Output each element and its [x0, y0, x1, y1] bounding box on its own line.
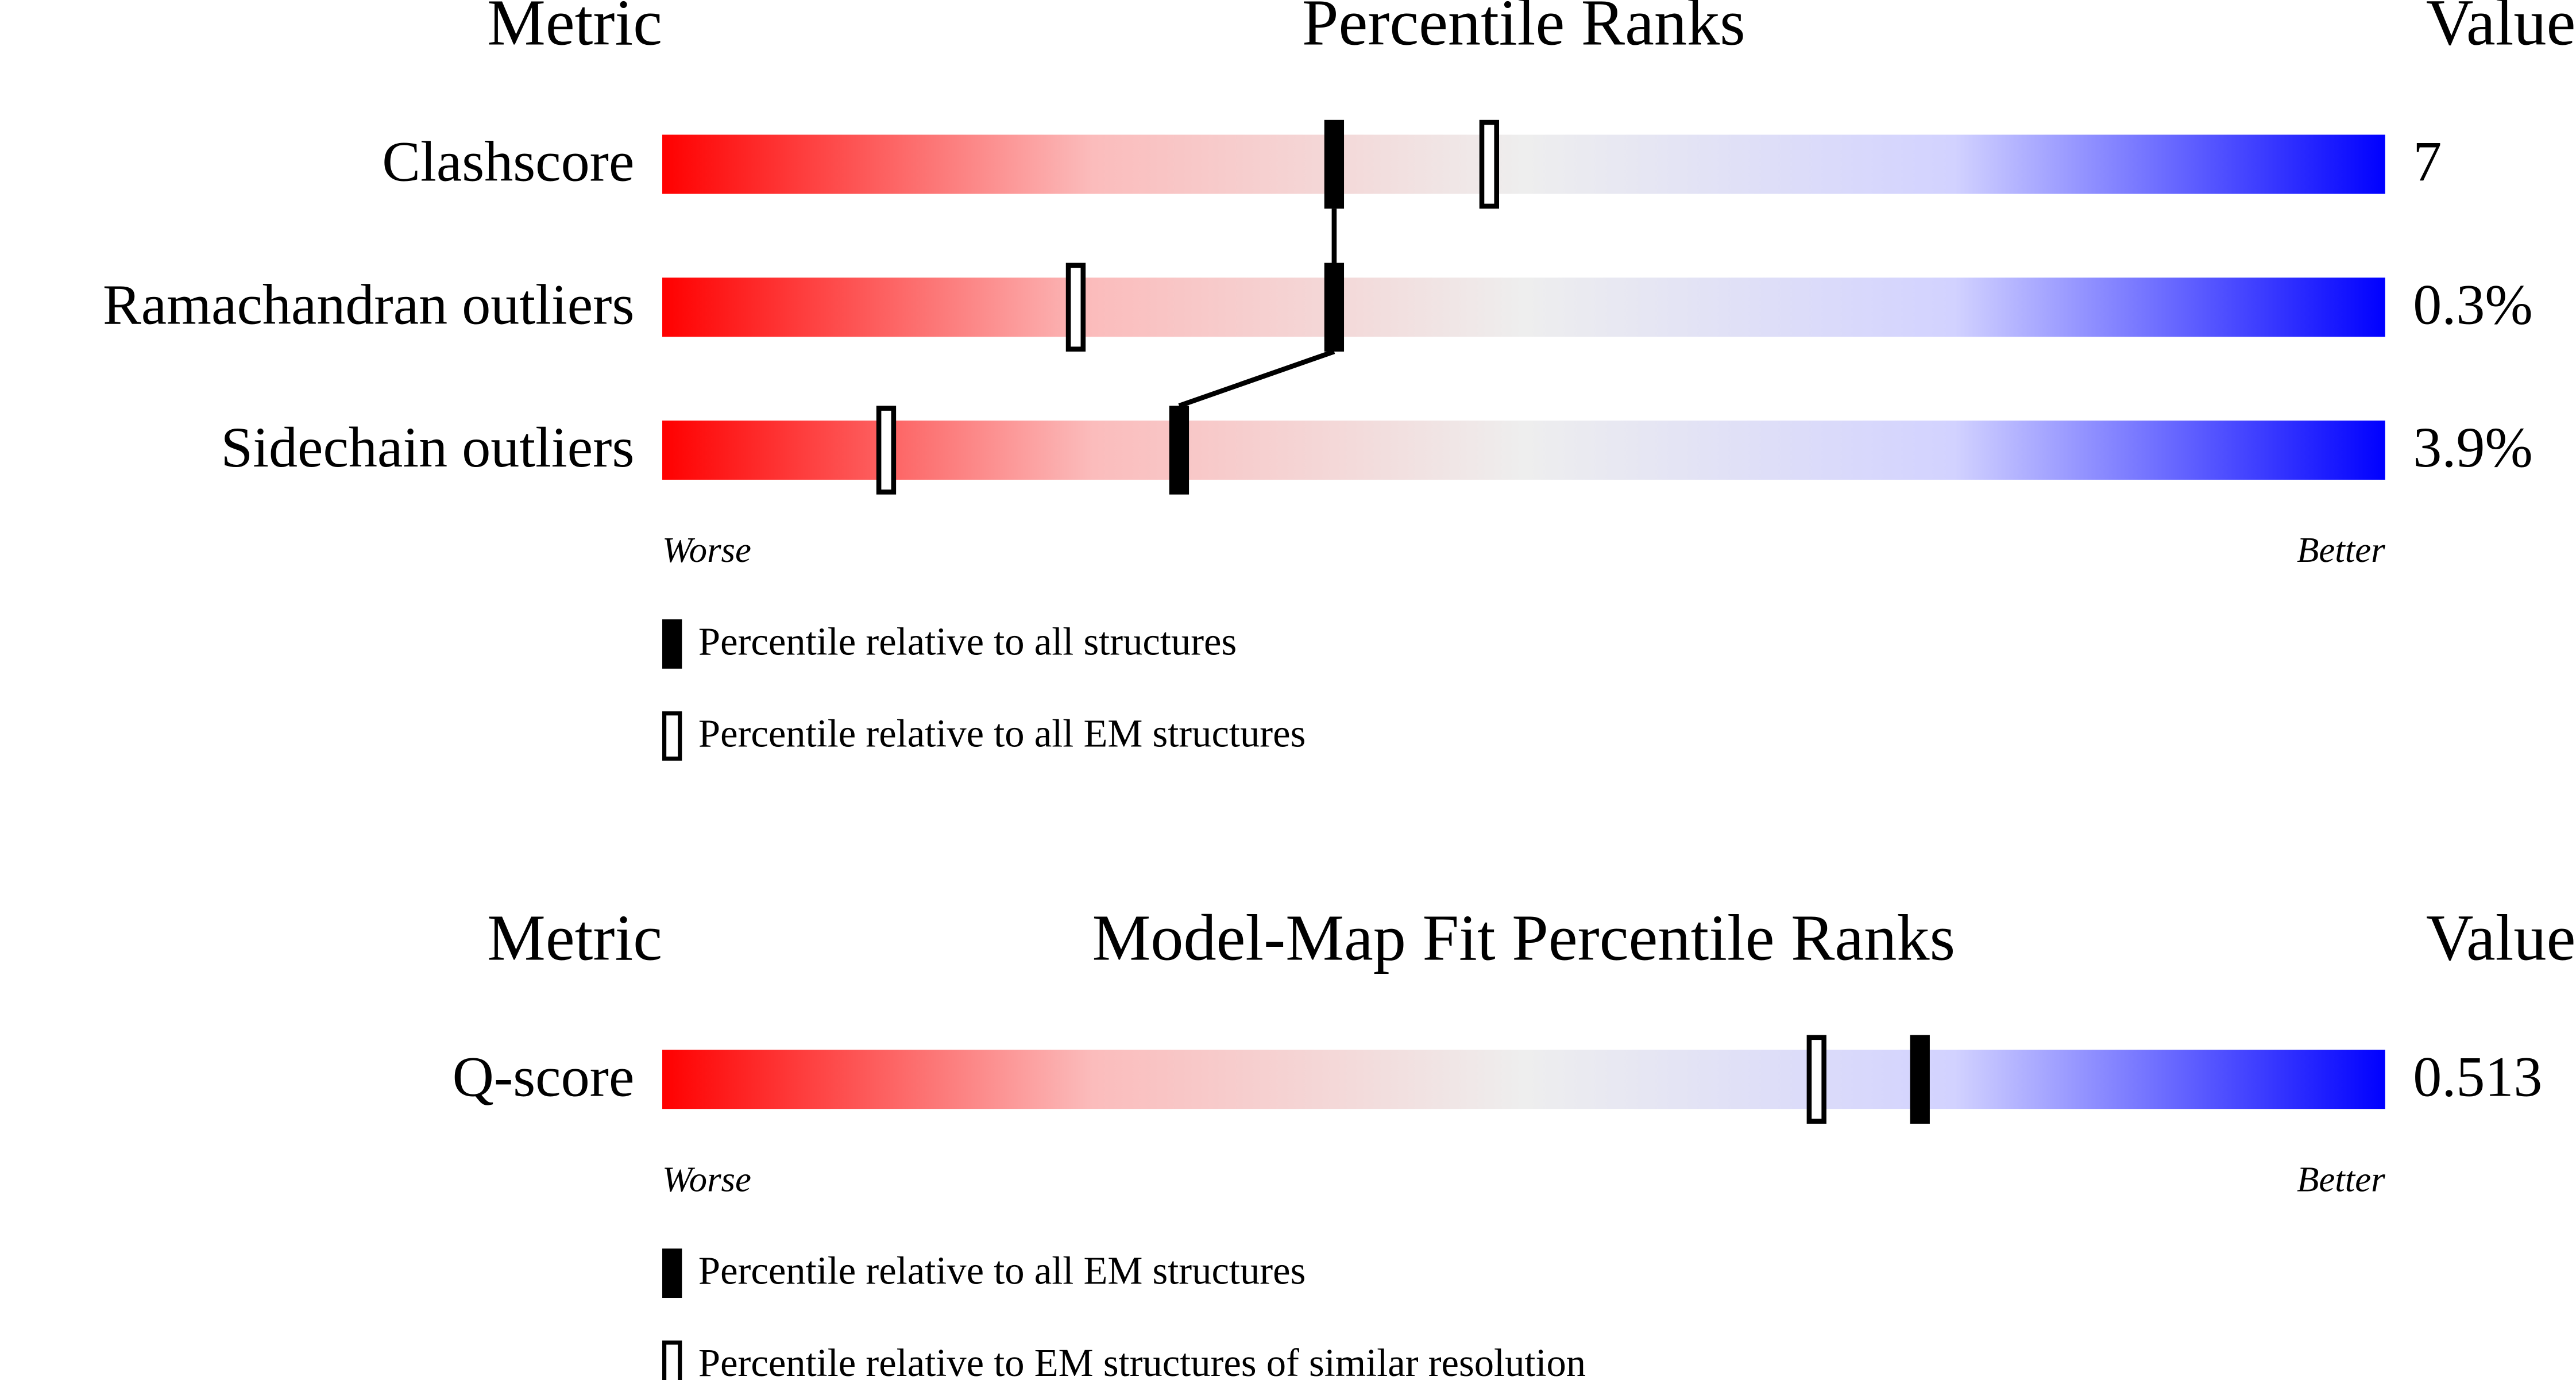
chart-title: Model-Map Fit Percentile Ranks [1092, 901, 1956, 974]
metric-value: 0.3% [2413, 272, 2532, 336]
percentile-bar [662, 134, 2385, 194]
legend-marker [662, 711, 682, 761]
marker-filled [1324, 263, 1345, 352]
legend-label: Percentile relative to all structures [698, 620, 1237, 664]
marker-filled [1910, 1035, 1930, 1124]
metric-value: 7 [2413, 130, 2442, 194]
value-header: Value [2426, 0, 2575, 59]
axis-high-label: Better [2297, 1159, 2385, 1199]
axis-low-label: Worse [662, 1159, 751, 1199]
metric-value: 0.513 [2413, 1044, 2542, 1108]
legend-marker [662, 1340, 682, 1380]
marker-filled [1169, 406, 1189, 495]
metric-value: 3.9% [2413, 415, 2532, 479]
axis-low-label: Worse [662, 530, 751, 570]
chart-title: Percentile Ranks [1302, 0, 1745, 59]
metric-header: Metric [487, 0, 662, 59]
axis-high-label: Better [2297, 530, 2385, 570]
marker-open [1065, 263, 1086, 352]
percentile-bar [662, 1050, 2385, 1109]
metric-label: Sidechain outliers [221, 415, 635, 479]
legend-label: Percentile relative to all EM structures [698, 712, 1306, 755]
legend-marker [662, 619, 682, 669]
marker-filled [1324, 120, 1345, 209]
legend-marker [662, 1248, 682, 1298]
connector [1178, 349, 1335, 408]
metric-header: Metric [487, 901, 662, 974]
metric-label: Ramachandran outliers [103, 272, 634, 336]
percentile-bar [662, 421, 2385, 480]
metric-label: Q-score [453, 1044, 635, 1108]
legend-label: Percentile relative to all EM structures [698, 1249, 1306, 1293]
metric-label: Clashscore [382, 130, 634, 194]
percentile-bar [662, 277, 2385, 337]
marker-open [1479, 120, 1500, 209]
marker-open [876, 406, 897, 495]
value-header: Value [2426, 901, 2575, 974]
marker-open [1806, 1035, 1826, 1124]
legend-label: Percentile relative to EM structures of … [698, 1341, 1586, 1380]
